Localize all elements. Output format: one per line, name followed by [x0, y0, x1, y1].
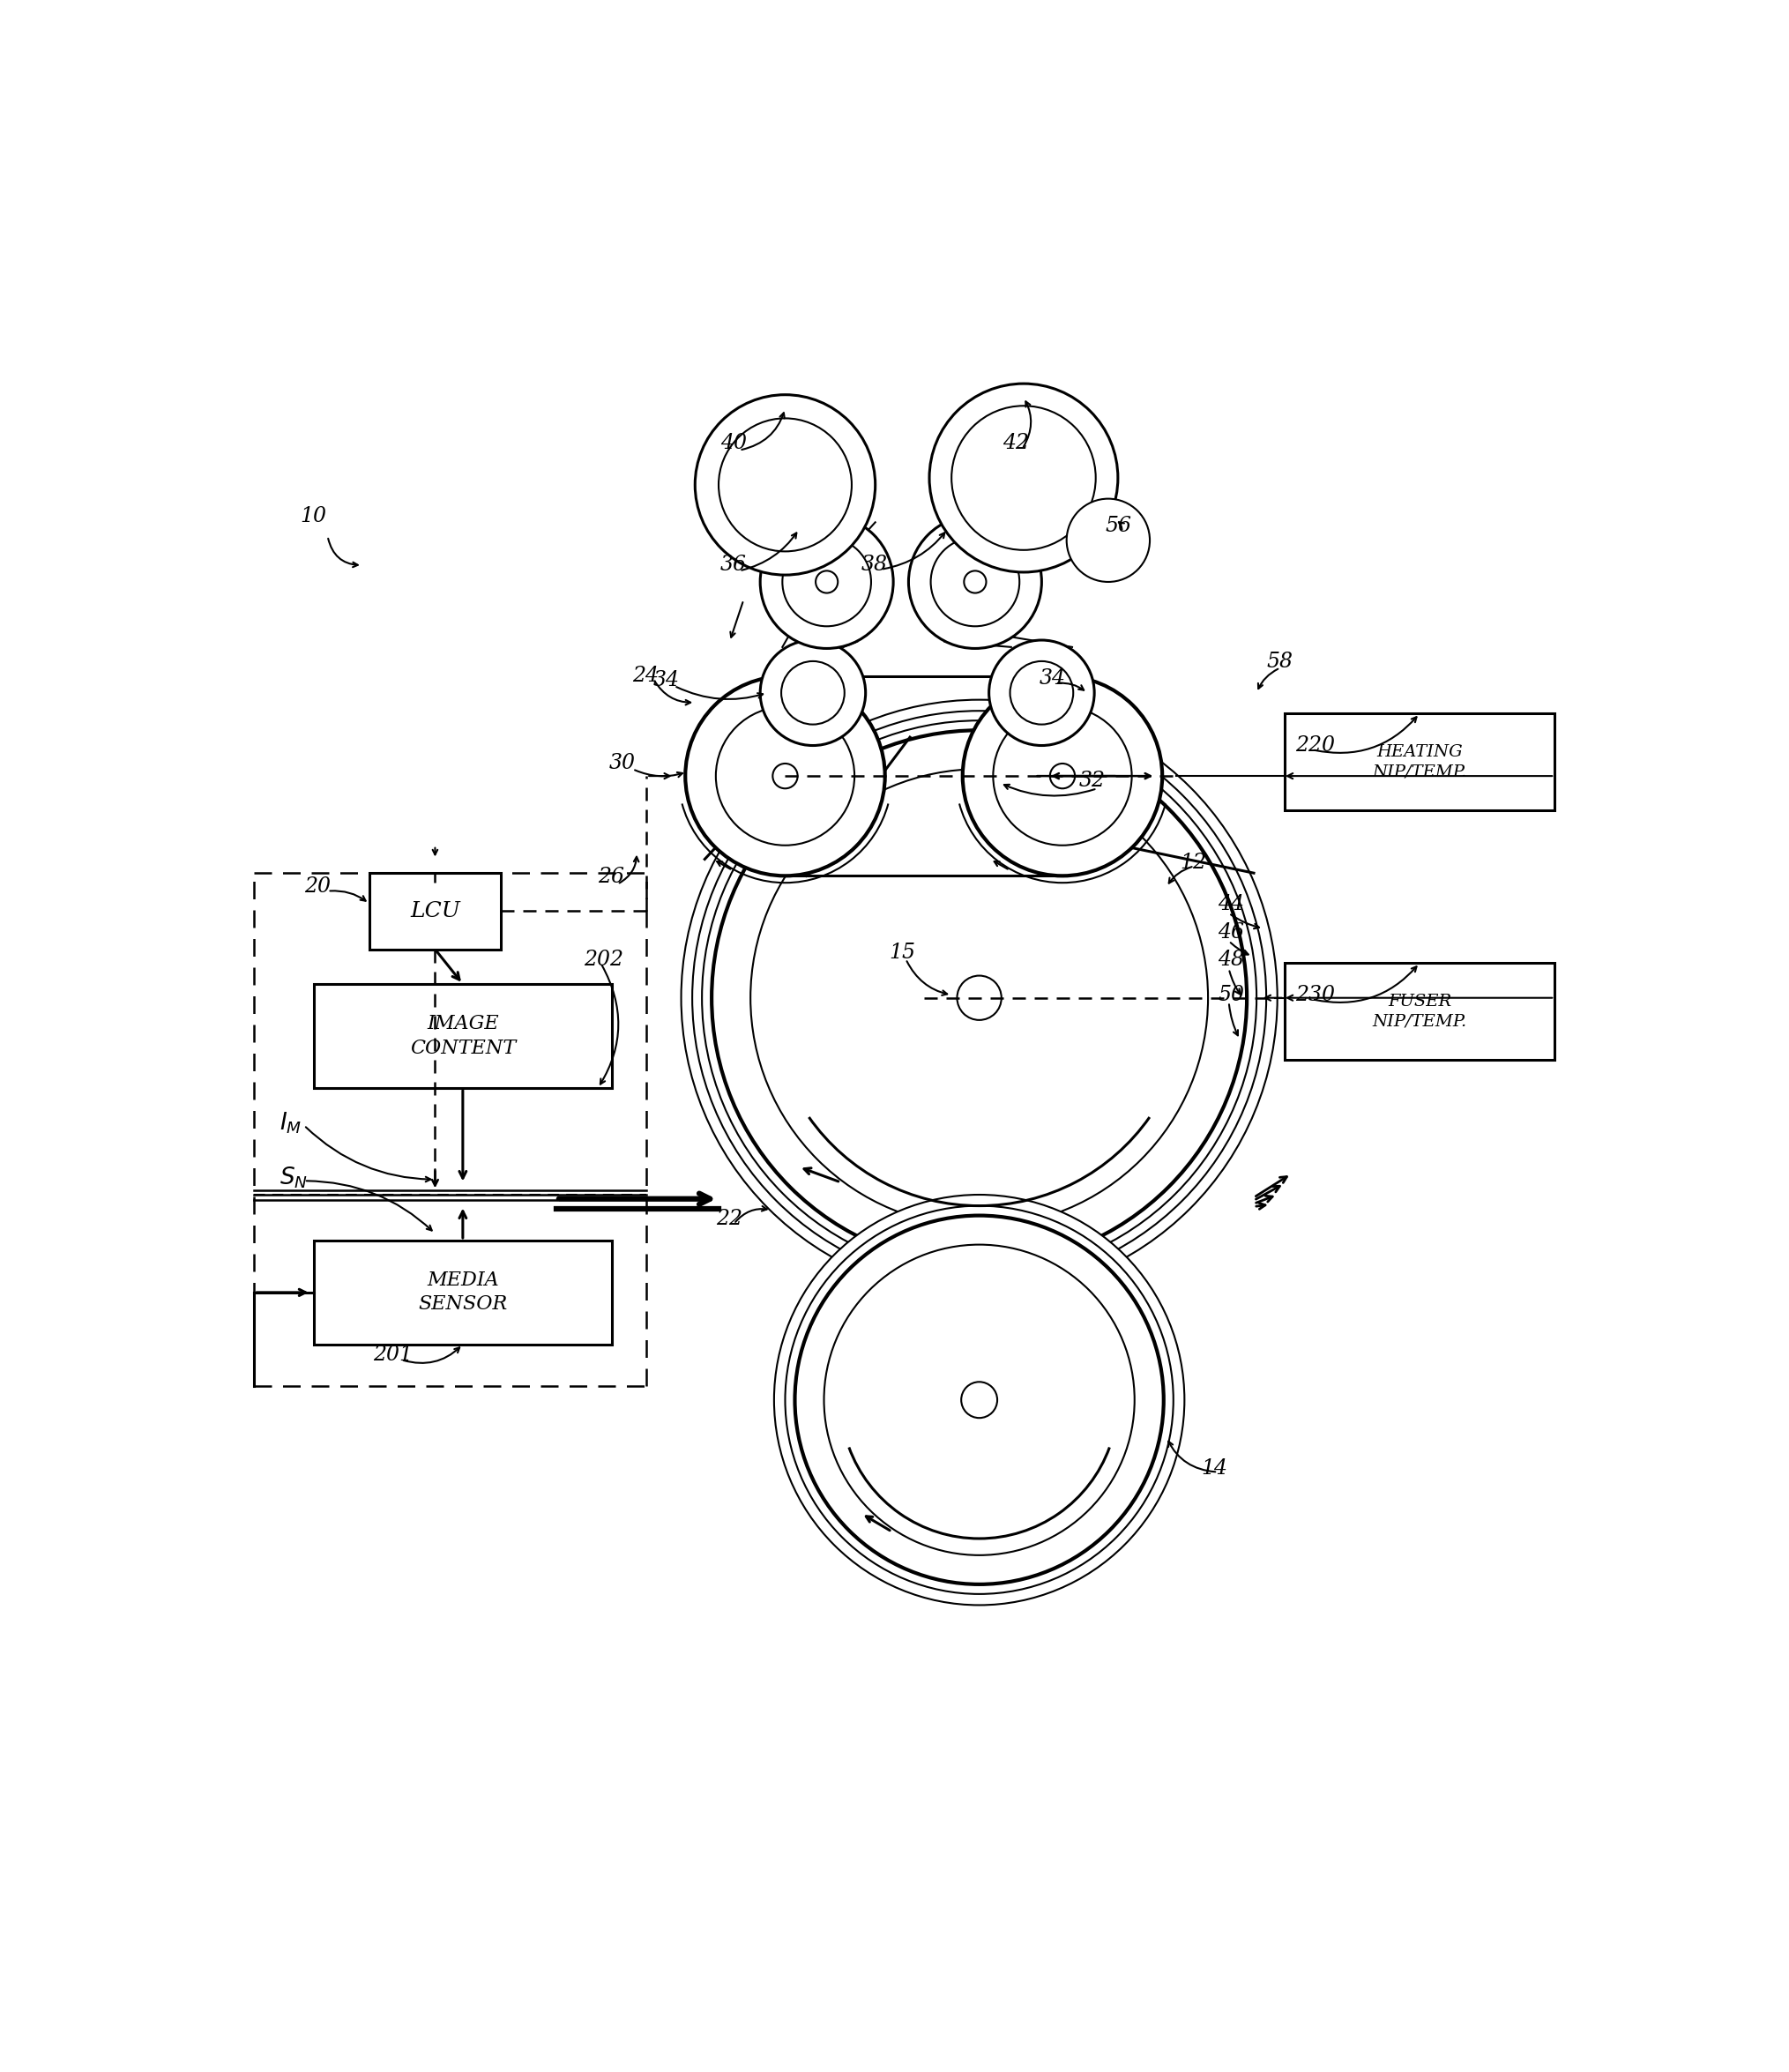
Text: 48: 48 [1218, 949, 1243, 970]
Circle shape [957, 976, 1002, 1019]
Circle shape [825, 1245, 1134, 1556]
Circle shape [685, 675, 886, 876]
Circle shape [712, 729, 1247, 1266]
Text: 15: 15 [889, 943, 916, 963]
Text: 38: 38 [862, 555, 887, 574]
Bar [313, 984, 612, 1088]
Circle shape [928, 383, 1118, 572]
Text: 30: 30 [608, 752, 635, 773]
Text: 36: 36 [719, 555, 746, 574]
Circle shape [794, 1216, 1163, 1585]
Text: 40: 40 [719, 433, 746, 454]
Text: 22: 22 [716, 1210, 742, 1229]
Circle shape [1011, 661, 1073, 725]
Bar [313, 1241, 612, 1345]
Circle shape [1066, 499, 1150, 582]
Text: 201: 201 [374, 1345, 413, 1365]
Bar [369, 872, 501, 949]
Circle shape [782, 661, 844, 725]
Text: 230: 230 [1295, 984, 1335, 1005]
Text: 24: 24 [633, 665, 658, 686]
Circle shape [716, 707, 855, 845]
Circle shape [696, 396, 875, 574]
Text: 56: 56 [1106, 516, 1132, 537]
Text: 20: 20 [304, 876, 331, 897]
Circle shape [682, 700, 1277, 1295]
Text: 58: 58 [1267, 653, 1293, 671]
Text: $S_N$: $S_N$ [279, 1167, 308, 1191]
Text: 202: 202 [585, 949, 624, 970]
Bar [1285, 713, 1555, 810]
Circle shape [751, 769, 1208, 1227]
Circle shape [760, 640, 866, 746]
Circle shape [816, 570, 837, 593]
Text: HEATING
NIP/TEMP.: HEATING NIP/TEMP. [1372, 744, 1467, 779]
Circle shape [964, 570, 986, 593]
Text: LCU: LCU [410, 901, 460, 922]
Text: 32: 32 [1079, 771, 1106, 792]
Text: 12: 12 [1181, 854, 1208, 872]
Circle shape [692, 711, 1267, 1285]
Circle shape [773, 762, 798, 789]
Text: 220: 220 [1295, 736, 1335, 754]
Text: 44: 44 [1218, 895, 1243, 914]
Circle shape [961, 1382, 996, 1417]
Circle shape [989, 640, 1095, 746]
Circle shape [719, 419, 852, 551]
Circle shape [962, 675, 1163, 876]
Text: FUSER
NIP/TEMP.: FUSER NIP/TEMP. [1372, 995, 1467, 1030]
Bar [1285, 963, 1555, 1061]
Text: 14: 14 [1200, 1459, 1227, 1479]
Text: 34: 34 [1039, 669, 1064, 688]
Circle shape [993, 707, 1132, 845]
Text: 10: 10 [301, 506, 326, 526]
Circle shape [775, 1196, 1184, 1606]
Circle shape [1050, 762, 1075, 789]
Circle shape [760, 516, 893, 649]
Circle shape [785, 1206, 1174, 1593]
Text: 50: 50 [1218, 984, 1243, 1005]
Circle shape [930, 537, 1020, 626]
Text: 26: 26 [598, 866, 624, 887]
Text: 46: 46 [1218, 922, 1243, 943]
Text: MEDIA
SENSOR: MEDIA SENSOR [419, 1270, 508, 1314]
Circle shape [952, 406, 1095, 549]
Text: $I_M$: $I_M$ [279, 1111, 301, 1135]
Circle shape [909, 516, 1041, 649]
Circle shape [701, 721, 1256, 1274]
Circle shape [782, 537, 871, 626]
Text: IMAGE
CONTENT: IMAGE CONTENT [410, 1015, 515, 1057]
Text: 42: 42 [1004, 433, 1029, 454]
Text: 34: 34 [653, 669, 680, 690]
